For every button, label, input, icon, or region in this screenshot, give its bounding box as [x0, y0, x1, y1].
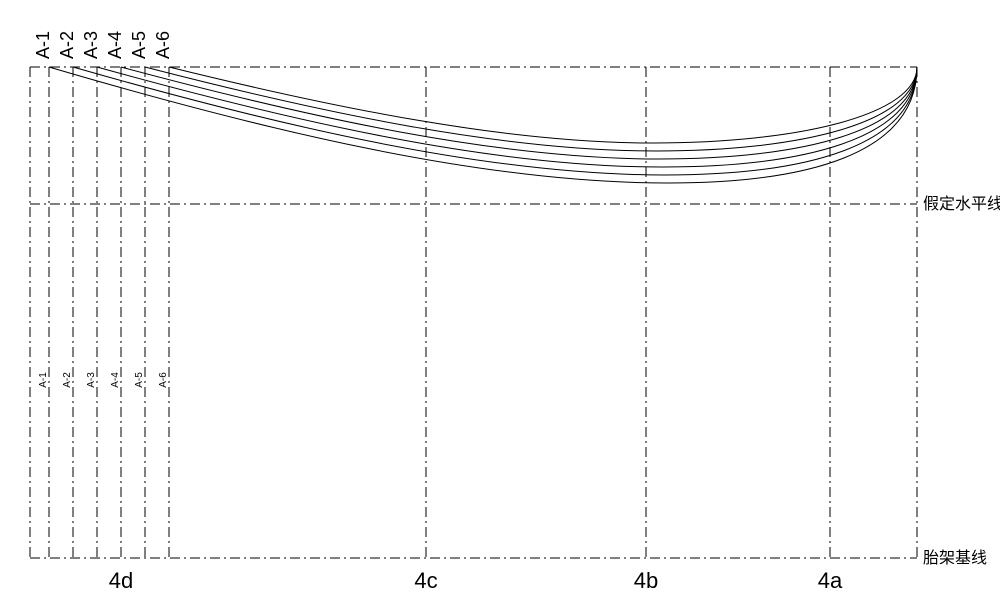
station-label-4a: 4a: [818, 568, 843, 593]
hull-curve-5: [145, 67, 917, 151]
station-label-4c: 4c: [414, 568, 437, 593]
station-label-4d: 4d: [109, 568, 133, 593]
small-label-a-3: A-3: [86, 372, 97, 388]
top-label-a-5: A-5: [129, 31, 149, 59]
assumed-horizon-label: 假定水平线: [923, 195, 1000, 213]
top-label-a-2: A-2: [57, 31, 77, 59]
top-label-a-3: A-3: [81, 31, 101, 59]
small-label-a-4: A-4: [110, 372, 121, 388]
station-label-4b: 4b: [634, 568, 658, 593]
top-label-a-4: A-4: [105, 31, 125, 59]
small-label-a-5: A-5: [134, 372, 145, 388]
small-label-a-1: A-1: [38, 372, 49, 388]
hull-curve-2: [73, 67, 917, 175]
hull-curve-3: [97, 67, 917, 167]
diagram-svg: 假定水平线胎架基线4a4b4c4dA-1A-2A-3A-4A-5A-6A-1A-…: [0, 0, 1000, 607]
hull-curve-4: [121, 67, 917, 159]
small-label-a-2: A-2: [62, 372, 73, 388]
jig-baseline-label: 胎架基线: [923, 549, 987, 567]
small-label-a-6: A-6: [158, 372, 169, 388]
top-label-a-6: A-6: [153, 31, 173, 59]
hull-curve-6: [169, 67, 917, 143]
top-label-a-1: A-1: [33, 31, 53, 59]
